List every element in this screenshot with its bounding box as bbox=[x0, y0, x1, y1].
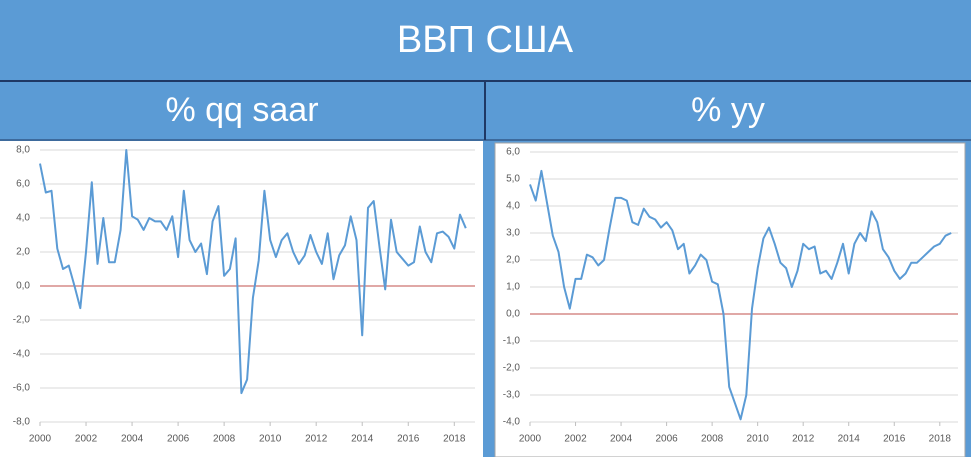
x-tick-label: 2010 bbox=[259, 434, 282, 445]
y-tick-label: -3,0 bbox=[503, 390, 521, 401]
y-tick-label: 4,0 bbox=[506, 201, 520, 212]
chart-title: % qq saar bbox=[165, 91, 318, 129]
x-tick-label: 2000 bbox=[29, 434, 52, 445]
y-tick-label: 3,0 bbox=[506, 228, 520, 239]
x-tick-label: 2018 bbox=[443, 434, 466, 445]
y-tick-label: -4,0 bbox=[503, 417, 521, 428]
y-tick-label: -4,0 bbox=[13, 349, 31, 360]
x-tick-label: 2012 bbox=[305, 434, 328, 445]
x-tick-label: 2006 bbox=[655, 434, 678, 445]
y-tick-label: -1,0 bbox=[503, 336, 521, 347]
y-tick-label: 2,0 bbox=[16, 247, 30, 258]
y-tick-label: 8,0 bbox=[16, 145, 30, 156]
x-tick-label: 2006 bbox=[167, 434, 190, 445]
x-tick-label: 2004 bbox=[121, 434, 144, 445]
x-tick-label: 2012 bbox=[792, 434, 815, 445]
chart-panel bbox=[494, 142, 966, 457]
x-tick-label: 2002 bbox=[564, 434, 587, 445]
y-tick-label: -8,0 bbox=[13, 417, 31, 428]
line-series bbox=[39, 149, 467, 395]
y-tick-label: 6,0 bbox=[506, 147, 520, 158]
x-tick-label: 2008 bbox=[701, 434, 724, 445]
x-tick-label: 2010 bbox=[747, 434, 770, 445]
y-tick-label: -6,0 bbox=[13, 383, 31, 394]
x-tick-label: 2018 bbox=[929, 434, 952, 445]
chart-title: % yy bbox=[691, 91, 765, 129]
y-tick-label: 0,0 bbox=[16, 281, 30, 292]
x-tick-label: 2014 bbox=[351, 434, 374, 445]
y-tick-label: 1,0 bbox=[506, 282, 520, 293]
y-tick-label: 4,0 bbox=[16, 213, 30, 224]
x-tick-label: 2016 bbox=[883, 434, 906, 445]
x-tick-label: 2014 bbox=[838, 434, 861, 445]
x-tick-label: 2004 bbox=[610, 434, 633, 445]
y-tick-label: -2,0 bbox=[13, 315, 31, 326]
y-tick-label: -2,0 bbox=[503, 363, 521, 374]
x-tick-label: 2016 bbox=[397, 434, 420, 445]
y-tick-label: 0,0 bbox=[506, 309, 520, 320]
x-tick-label: 2002 bbox=[75, 434, 98, 445]
line-series bbox=[529, 169, 952, 421]
y-tick-label: 5,0 bbox=[506, 174, 520, 185]
page-title: ВВП США bbox=[397, 19, 574, 61]
x-tick-label: 2000 bbox=[519, 434, 542, 445]
chart-panel bbox=[0, 141, 483, 457]
y-tick-label: 2,0 bbox=[506, 255, 520, 266]
x-tick-label: 2008 bbox=[213, 434, 236, 445]
y-tick-label: 6,0 bbox=[16, 179, 30, 190]
